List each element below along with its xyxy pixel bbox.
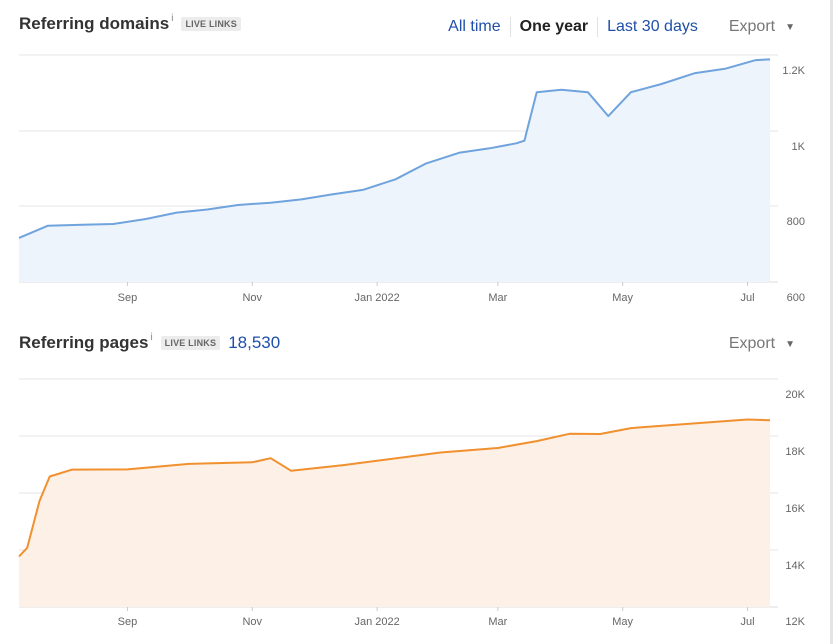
referring-domains-panel: Referring domains i LIVE LINKS All time …	[0, 0, 830, 320]
x-tick-label: Nov	[242, 292, 262, 304]
export-button[interactable]: Export ▼	[729, 18, 795, 36]
range-divider	[597, 17, 599, 37]
series-line	[18, 58, 771, 239]
range-divider	[509, 17, 511, 37]
y-tick-label: 12K	[785, 616, 805, 628]
export-label: Export	[728, 18, 776, 35]
y-tick-label: 18K	[785, 446, 805, 458]
info-icon[interactable]: i	[150, 331, 153, 343]
referring-domains-chart: Sep Nov Jan 2022 Mar May Jul 1.2K 1K 800 600	[18, 54, 806, 304]
series-area	[19, 419, 770, 607]
live-links-badge: LIVE LINKS	[181, 17, 241, 31]
range-all-time[interactable]: All time	[448, 18, 501, 35]
live-links-badge: LIVE LINKS	[160, 336, 221, 350]
chevron-down-icon: ▼	[785, 338, 795, 350]
referring-pages-count: 18,530	[228, 333, 281, 352]
x-tick-label: May	[612, 616, 633, 628]
x-tick-label: Sep	[118, 616, 138, 628]
referring-pages-panel: Referring pages i LIVE LINKS 18,530 Expo…	[0, 320, 830, 644]
x-tick-label: May	[612, 292, 633, 304]
range-toolbar: All time One year Last 30 days Export ▼	[439, 17, 795, 37]
y-tick-label: 16K	[785, 503, 805, 515]
series-line	[18, 418, 771, 558]
referring-domains-header: Referring domains i LIVE LINKS	[19, 12, 830, 34]
referring-domains-title: Referring domains	[19, 14, 170, 33]
x-tick-label: Jul	[740, 292, 754, 304]
referring-pages-chart: Sep Nov Jan 2022 Mar May Jul 20K 18K 16K 14K 12K	[18, 378, 806, 628]
x-tick-label: Sep	[118, 292, 138, 304]
export-button[interactable]: Export ▼	[729, 335, 795, 353]
x-tick-label: Mar	[488, 292, 507, 304]
range-last-30-days[interactable]: Last 30 days	[607, 18, 698, 35]
y-tick-label: 20K	[785, 389, 805, 401]
referring-pages-header: Referring pages i LIVE LINKS 18,530	[19, 331, 830, 353]
x-tick-label: Jul	[740, 616, 754, 628]
y-tick-label: 800	[787, 216, 805, 228]
info-icon[interactable]: i	[171, 12, 174, 24]
y-tick-label: 1.2K	[782, 65, 805, 77]
range-one-year[interactable]: One year	[519, 18, 589, 35]
export-label: Export	[728, 335, 776, 352]
x-tick-label: Jan 2022	[354, 616, 399, 628]
y-tick-label: 1K	[792, 141, 806, 153]
chevron-down-icon: ▼	[785, 21, 795, 33]
x-tick-label: Nov	[242, 616, 262, 628]
x-tick-label: Mar	[488, 616, 507, 628]
referring-pages-title: Referring pages	[19, 333, 149, 352]
x-tick-label: Jan 2022	[354, 292, 399, 304]
y-tick-label: 14K	[785, 560, 805, 572]
series-area	[19, 59, 770, 283]
y-tick-label: 600	[787, 292, 805, 304]
